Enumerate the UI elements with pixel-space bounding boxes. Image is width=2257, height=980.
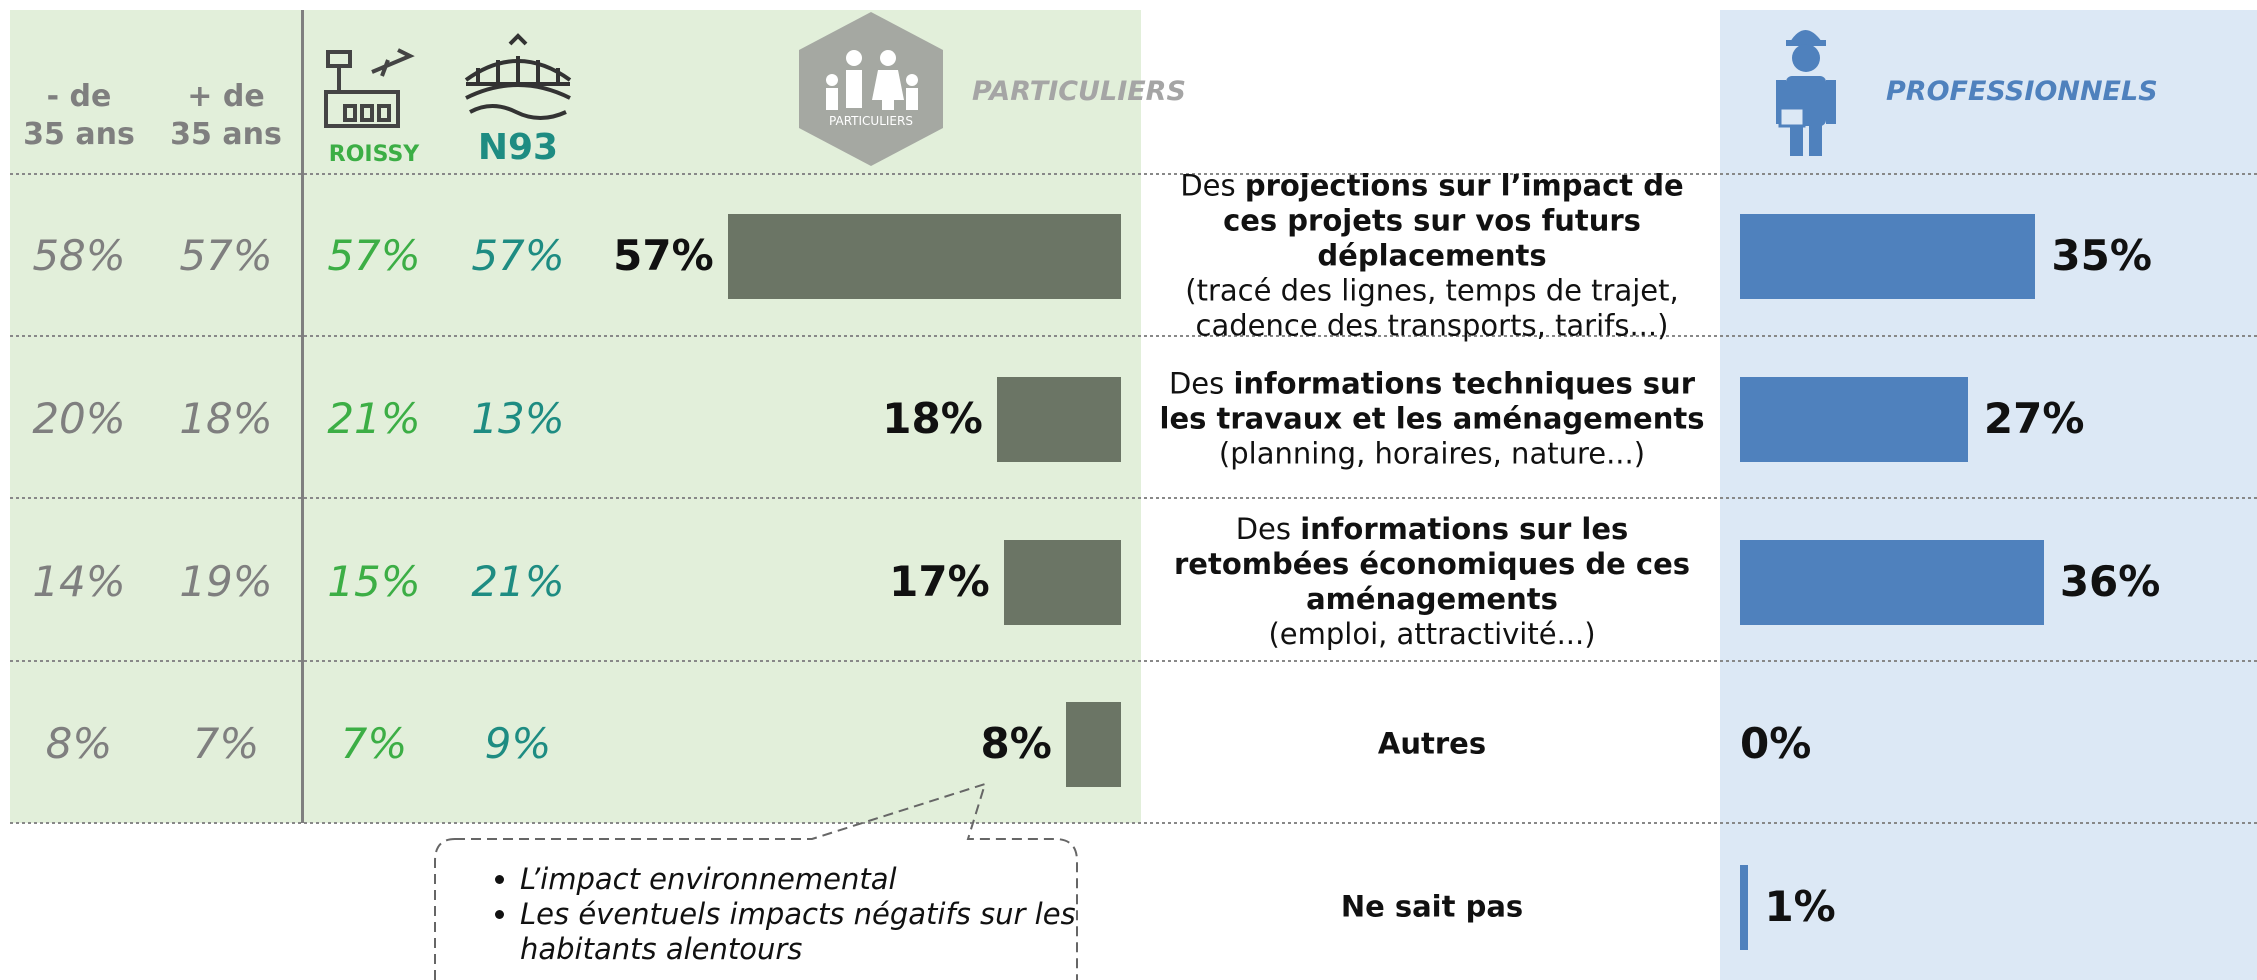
category-bold: projections sur l’impact de ces projets …	[1223, 168, 1684, 273]
column-header: ROISSY	[328, 142, 420, 167]
bar-label: 8%	[980, 719, 1052, 768]
bar	[996, 377, 1121, 462]
bar	[1003, 540, 1121, 625]
column-value: 13%	[471, 394, 565, 443]
category-detail: (tracé des lignes, temps de trajet, cade…	[1185, 273, 1679, 343]
worker-icon	[1776, 30, 1836, 156]
icon-label: PARTICULIERS	[829, 114, 913, 128]
divider	[301, 10, 304, 823]
column-value: 19%	[179, 557, 273, 606]
column-header: - de	[46, 79, 112, 114]
column-value: 21%	[327, 394, 421, 443]
category-detail: (planning, horaires, nature...)	[1218, 436, 1646, 471]
bar-label: 57%	[613, 231, 714, 280]
category: Des projections sur l’impact de ces proj…	[1152, 169, 1712, 344]
bar-label: 1%	[1764, 882, 1836, 931]
column-value: 57%	[327, 231, 421, 280]
particuliers-label: PARTICULIERS	[972, 76, 1186, 107]
category-intro: Des	[1180, 168, 1245, 203]
column-header: + de	[187, 79, 265, 114]
column-value: 15%	[327, 557, 421, 606]
column-value: 57%	[471, 231, 565, 280]
category: Ne sait pas	[1152, 890, 1712, 925]
annotation: L’impact environnementalLes éventuels im…	[440, 862, 1140, 967]
professionnels-panel	[1720, 10, 2257, 980]
bar-label: 18%	[882, 394, 983, 443]
bar-label: 17%	[889, 557, 990, 606]
column-value: 58%	[32, 231, 126, 280]
bar-label: 36%	[2059, 557, 2161, 606]
category-bold: Ne sait pas	[1340, 889, 1524, 924]
particuliers-panel	[10, 10, 1141, 823]
category-intro: Des	[1235, 512, 1301, 546]
column-header: N93	[477, 127, 559, 168]
callout	[434, 782, 1078, 980]
bar-label: 35%	[2051, 231, 2152, 280]
bar-label: 0%	[1740, 719, 1812, 768]
column-value: 7%	[340, 719, 408, 768]
bar-label: 27%	[1983, 394, 2085, 443]
bridge-icon	[464, 33, 572, 120]
professionnels-label: PROFESSIONNELS	[1886, 76, 2158, 107]
column-value: 9%	[484, 719, 552, 768]
bar	[1740, 377, 1968, 462]
category-detail: (emploi, attractivité...)	[1268, 617, 1596, 651]
airport-icon	[324, 48, 415, 128]
column-value: 7%	[192, 719, 260, 768]
category: Des informations sur les retombées écono…	[1152, 512, 1712, 652]
bar	[1740, 865, 1749, 950]
category: Autres	[1152, 727, 1712, 762]
category-bold: informations sur les retombées économiqu…	[1173, 512, 1690, 616]
column-value: 18%	[179, 394, 273, 443]
bar	[1065, 702, 1121, 787]
category-bold: informations techniques sur les travaux …	[1159, 366, 1705, 436]
annotation-item: Les éventuels impacts négatifs sur les h…	[520, 897, 1140, 967]
family-icon	[799, 12, 943, 166]
row-lines	[10, 173, 2257, 824]
column-value: 20%	[32, 394, 126, 443]
category-intro: Des	[1168, 366, 1234, 401]
column-header: 35 ans	[170, 117, 282, 152]
column-header: 35 ans	[23, 117, 135, 152]
bar	[1740, 214, 2036, 299]
bar	[727, 214, 1121, 299]
category-bold: Autres	[1377, 726, 1487, 761]
column-value: 21%	[471, 557, 565, 606]
column-value: 57%	[179, 231, 273, 280]
annotation-item: L’impact environnemental	[520, 862, 1140, 897]
column-value: 8%	[45, 719, 113, 768]
column-value: 14%	[32, 557, 126, 606]
bar	[1740, 540, 2044, 625]
category: Des informations techniques sur les trav…	[1152, 367, 1712, 472]
